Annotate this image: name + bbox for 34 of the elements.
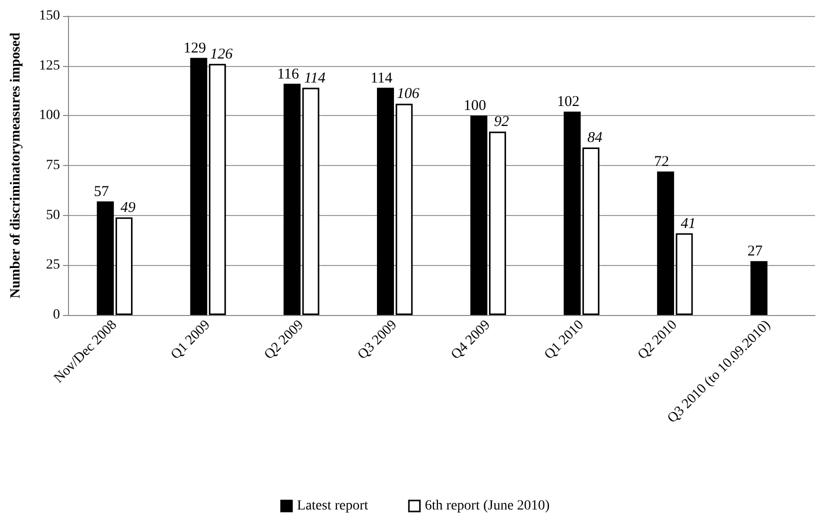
bar xyxy=(208,64,226,315)
data-label: 57 xyxy=(94,184,110,200)
data-label: 49 xyxy=(120,200,136,216)
bar xyxy=(750,261,768,315)
data-label: 84 xyxy=(587,130,603,146)
bar xyxy=(284,84,301,315)
y-tick-label: 150 xyxy=(39,8,60,24)
bar xyxy=(302,88,320,315)
legend-label: 6th report (June 2010) xyxy=(424,498,550,514)
bar xyxy=(676,233,693,315)
data-label: 106 xyxy=(396,86,420,102)
y-tick-label: 0 xyxy=(53,308,60,322)
legend-label: Latest report xyxy=(297,498,368,514)
y-tick-label: 25 xyxy=(46,258,60,273)
bar xyxy=(582,148,600,315)
y-tick-label: 125 xyxy=(39,58,60,74)
data-label: 27 xyxy=(747,244,763,260)
data-label: 92 xyxy=(494,114,510,130)
bar xyxy=(657,171,674,315)
data-label: 114 xyxy=(370,70,393,86)
y-axis-title: Number of discriminatorymeasures imposed xyxy=(8,32,24,298)
y-tick-label: 100 xyxy=(39,108,60,124)
data-label: 126 xyxy=(210,46,234,62)
bar xyxy=(190,58,208,315)
data-label: 102 xyxy=(556,94,580,110)
bar xyxy=(564,112,581,315)
data-label: 41 xyxy=(680,216,696,232)
y-tick-label: 75 xyxy=(46,158,60,173)
data-label: 72 xyxy=(654,154,670,170)
data-label: 100 xyxy=(464,98,486,114)
y-tick-label: 50 xyxy=(46,208,60,223)
data-label: 114 xyxy=(304,70,326,86)
data-label: 116 xyxy=(277,66,300,82)
data-label: 129 xyxy=(183,40,206,56)
